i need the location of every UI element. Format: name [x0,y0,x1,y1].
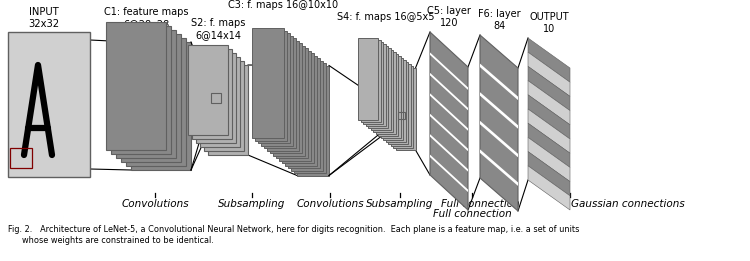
Bar [365,44,386,126]
Polygon shape [430,32,468,210]
Text: whose weights are constrained to be identical.: whose weights are constrained to be iden… [22,236,214,245]
Polygon shape [528,66,570,111]
Bar [276,48,308,158]
Polygon shape [528,137,570,182]
Bar [370,48,391,130]
Polygon shape [528,166,570,210]
Text: Fig. 2.   Architecture of LeNet-5, a Convolutional Neural Network, here for digi: Fig. 2. Architecture of LeNet-5, a Convo… [8,225,579,234]
Polygon shape [480,149,518,186]
Text: C3: f. maps 16@10x10: C3: f. maps 16@10x10 [228,0,338,10]
Bar [282,53,314,163]
Text: OUTPUT
10: OUTPUT 10 [530,13,568,34]
Bar [368,46,388,128]
Bar [273,45,305,156]
Bar [288,58,320,168]
Text: Gaussian connections: Gaussian connections [572,199,685,209]
Bar [285,56,317,165]
Polygon shape [480,121,518,157]
Polygon shape [430,73,468,110]
Bar [261,35,293,145]
Bar [393,66,413,148]
Bar [267,40,299,151]
Bar [380,56,400,138]
Bar [279,50,311,161]
Text: Subsampling: Subsampling [218,199,286,209]
Polygon shape [430,93,468,131]
Bar [211,93,221,103]
Bar [386,60,406,142]
Bar [391,64,410,146]
Text: Full connection: Full connection [441,199,519,209]
Bar [192,49,232,139]
Bar [126,38,186,166]
Bar [200,57,240,147]
Bar [291,61,323,170]
Bar [378,54,398,136]
Text: S2: f. maps
6@14x14: S2: f. maps 6@14x14 [190,18,245,40]
Polygon shape [528,38,570,82]
Bar [252,28,284,138]
Bar [297,66,329,175]
Bar [116,30,176,158]
Polygon shape [430,134,468,172]
Bar [388,62,408,144]
Bar [8,32,90,177]
Polygon shape [430,114,468,151]
Bar [294,63,326,173]
Bar [121,34,181,162]
Text: C5: layer
120: C5: layer 120 [427,7,471,28]
Bar [204,61,244,151]
Bar [358,38,378,120]
Bar [255,31,287,140]
Text: Convolutions: Convolutions [296,199,364,209]
Polygon shape [430,155,468,192]
Polygon shape [480,64,518,100]
Bar [188,45,228,135]
Bar [131,42,191,170]
Bar [208,65,248,155]
Polygon shape [480,92,518,129]
Polygon shape [528,152,570,196]
Bar [376,52,395,134]
Polygon shape [480,35,518,211]
Bar [264,38,296,148]
Bar [395,68,416,150]
Bar [363,42,383,124]
Bar [398,112,404,119]
Bar [106,22,166,150]
Text: Convolutions: Convolutions [122,199,189,209]
Polygon shape [528,52,570,96]
Text: F6: layer
84: F6: layer 84 [478,9,520,31]
Text: S4: f. maps 16@5x5: S4: f. maps 16@5x5 [338,12,435,22]
Bar [10,148,32,168]
Bar [373,50,393,132]
Polygon shape [528,81,570,125]
Text: Full connection: Full connection [433,209,512,219]
Bar [111,26,171,154]
Text: C1: feature maps
6@28x28: C1: feature maps 6@28x28 [104,7,188,29]
Polygon shape [528,123,570,167]
Bar [383,58,403,140]
Bar [258,33,290,143]
Polygon shape [528,95,570,139]
Polygon shape [528,109,570,153]
Bar [270,43,302,153]
Bar [196,53,236,143]
Text: Subsampling: Subsampling [366,199,434,209]
Text: INPUT
32x32: INPUT 32x32 [28,7,59,29]
Bar [361,40,380,122]
Polygon shape [430,52,468,90]
